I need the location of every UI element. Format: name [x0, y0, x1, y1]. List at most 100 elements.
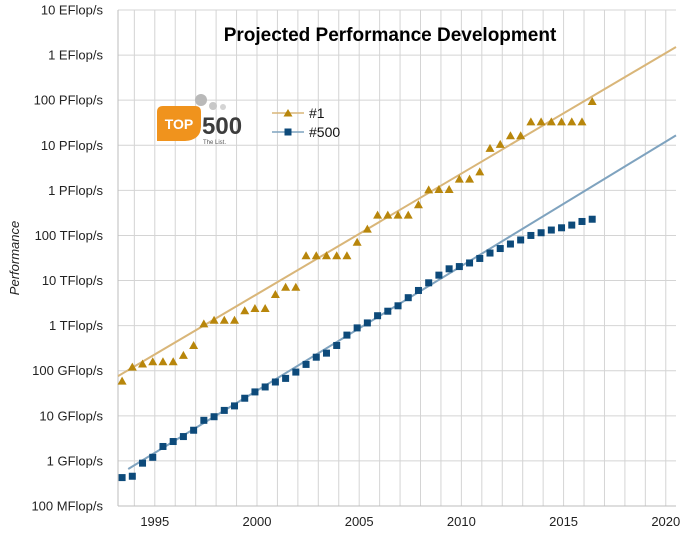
x-tick-label: 2020 — [651, 514, 680, 529]
x-tick-label: 2010 — [447, 514, 476, 529]
data-point-top500 — [282, 374, 290, 382]
data-point-top1 — [189, 340, 199, 349]
data-point-top500 — [476, 254, 484, 262]
x-tick-label: 2015 — [549, 514, 578, 529]
data-point-top1 — [148, 357, 158, 366]
top500-logo: TOP 500 The List. — [157, 94, 242, 146]
logo-badge-text: TOP — [165, 116, 194, 132]
data-point-top1 — [230, 315, 240, 324]
y-tick-label: 1 GFlop/s — [47, 453, 104, 468]
y-tick-label: 1 PFlop/s — [48, 183, 103, 198]
x-tick-label: 2005 — [345, 514, 374, 529]
x-tick-label: 1995 — [140, 514, 169, 529]
data-point-top500 — [200, 416, 208, 424]
data-point-top1 — [403, 210, 413, 219]
data-point-top1 — [454, 174, 464, 183]
data-point-top1 — [383, 210, 393, 219]
trendline-top500 — [127, 134, 677, 470]
data-point-top1 — [209, 315, 219, 324]
data-point-top500 — [384, 307, 392, 315]
data-point-top500 — [435, 271, 443, 279]
data-point-top1 — [465, 174, 475, 183]
data-point-top1 — [281, 282, 291, 291]
data-point-top1 — [270, 290, 280, 299]
data-point-top1 — [557, 117, 567, 126]
data-point-top500 — [363, 319, 371, 327]
legend-marker-top1 — [283, 109, 293, 117]
data-point-top1 — [495, 139, 505, 148]
data-point-top500 — [517, 236, 525, 244]
data-point-top1 — [536, 117, 546, 126]
data-point-top1 — [117, 376, 127, 385]
y-tick-label: 100 MFlop/s — [31, 499, 103, 514]
logo-number: 500 — [202, 113, 242, 140]
data-point-top1 — [260, 304, 270, 313]
data-point-top500 — [547, 226, 555, 234]
y-tick-label: 1 TFlop/s — [49, 318, 103, 333]
data-point-top1 — [393, 210, 403, 219]
data-point-top500 — [139, 459, 147, 467]
data-point-top500 — [455, 263, 463, 271]
data-point-top500 — [179, 433, 187, 441]
data-point-top500 — [241, 394, 249, 402]
data-point-top1 — [434, 184, 444, 193]
data-point-top500 — [251, 388, 259, 396]
data-point-top500 — [486, 249, 494, 257]
logo-tagline: The List. — [203, 140, 226, 146]
data-point-top500 — [588, 215, 596, 223]
y-tick-label: 100 PFlop/s — [34, 93, 104, 108]
data-point-top1 — [475, 167, 485, 176]
data-point-top500 — [190, 426, 198, 434]
data-point-top1 — [413, 200, 423, 209]
logo-dot-small — [220, 104, 226, 110]
data-point-top1 — [342, 251, 352, 260]
data-point-top1 — [352, 237, 362, 246]
data-point-top1 — [178, 350, 188, 359]
data-point-top1 — [577, 117, 587, 126]
data-point-top1 — [567, 117, 577, 126]
data-point-top500 — [353, 324, 361, 332]
data-point-top1 — [127, 362, 137, 371]
data-point-top1 — [291, 282, 301, 291]
data-point-top500 — [312, 353, 320, 361]
data-point-top1 — [587, 97, 597, 106]
data-point-top1 — [362, 224, 372, 233]
data-point-top500 — [496, 245, 504, 253]
data-point-top1 — [526, 117, 536, 126]
data-point-top1 — [158, 357, 168, 366]
logo-dot-medium — [209, 102, 217, 110]
legend: #1 #500 — [272, 105, 340, 140]
data-point-top1 — [485, 143, 495, 152]
y-tick-label: 1 EFlop/s — [48, 48, 103, 63]
data-point-top1 — [516, 131, 526, 140]
data-point-top500 — [302, 360, 310, 368]
data-point-top500 — [506, 240, 514, 248]
data-point-top500 — [558, 224, 566, 232]
y-axis-label: Performance — [7, 221, 22, 295]
data-point-top500 — [118, 474, 126, 482]
logo-dot-large — [195, 94, 207, 106]
data-point-top1 — [321, 251, 331, 260]
data-point-top500 — [414, 286, 422, 294]
data-point-top1 — [546, 117, 556, 126]
data-point-top1 — [168, 357, 178, 366]
data-point-top1 — [311, 251, 321, 260]
data-point-top1 — [240, 306, 250, 315]
data-point-top500 — [425, 279, 433, 287]
data-point-top500 — [271, 378, 279, 386]
y-tick-label: 10 EFlop/s — [41, 3, 104, 18]
data-point-top500 — [292, 368, 300, 376]
data-point-top1 — [199, 319, 209, 328]
data-point-top1 — [138, 359, 148, 368]
legend-entry-top500: #500 — [272, 124, 340, 140]
data-point-top500 — [466, 259, 474, 267]
data-point-top500 — [149, 453, 157, 461]
data-point-top1 — [505, 131, 515, 140]
data-point-top500 — [128, 472, 136, 480]
data-point-top500 — [374, 312, 382, 320]
data-point-top500 — [169, 438, 177, 446]
y-tick-label: 100 TFlop/s — [35, 228, 104, 243]
data-point-top500 — [568, 221, 576, 229]
data-point-top500 — [578, 217, 586, 225]
